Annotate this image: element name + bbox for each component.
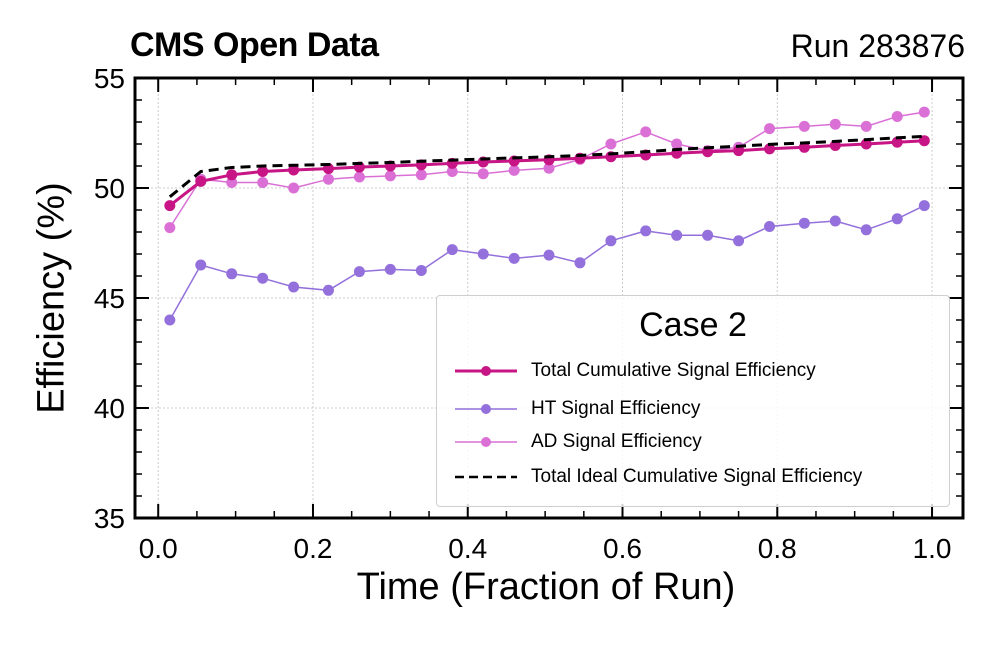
series-point-2 <box>164 222 176 234</box>
series-point-1 <box>574 257 586 269</box>
x-tick-label: 0.4 <box>448 533 487 564</box>
series-point-1 <box>671 229 683 241</box>
series-point-1 <box>605 235 617 247</box>
series-point-2 <box>671 138 683 150</box>
series-point-1 <box>446 244 458 256</box>
series-line-3 <box>168 134 925 198</box>
series-point-1 <box>477 248 489 260</box>
series-point-2 <box>508 164 520 176</box>
legend-title: Case 2 <box>639 306 747 344</box>
series-point-0 <box>764 143 776 155</box>
series-point-2 <box>226 177 238 188</box>
series-point-0 <box>798 141 810 153</box>
legend-swatch-total <box>455 366 517 376</box>
series-point-2 <box>353 171 365 183</box>
series-point-1 <box>764 221 776 232</box>
legend-label-ideal: Total Ideal Cumulative Signal Efficiency <box>531 466 863 487</box>
series-point-1 <box>860 224 872 236</box>
legend-label-ht: HT Signal Efficiency <box>531 398 701 419</box>
y-tick-label: 55 <box>94 63 125 94</box>
series-point-0 <box>891 136 903 148</box>
series-point-1 <box>322 284 334 296</box>
y-tick-label: 40 <box>94 393 125 424</box>
series-point-1 <box>257 272 269 284</box>
series-point-2 <box>415 169 427 181</box>
legend-swatch-ad <box>455 437 517 447</box>
series-point-2 <box>605 138 617 150</box>
x-tick-label: 0.8 <box>758 533 797 564</box>
series-point-1 <box>702 229 714 241</box>
series-point-1 <box>415 265 427 276</box>
y-tick-label: 50 <box>94 173 125 204</box>
series-point-1 <box>353 266 365 278</box>
series-point-0 <box>288 164 300 176</box>
legend: Case 2 Total Cumulative Signal Efficienc… <box>436 295 950 507</box>
series-point-1 <box>164 314 176 326</box>
x-tick-label: 0.6 <box>603 533 642 564</box>
legend-swatch-ht <box>455 404 517 414</box>
series-point-1 <box>195 259 207 271</box>
series-point-2 <box>918 106 930 118</box>
legend-entry-total: Total Cumulative Signal Efficiency <box>451 356 816 386</box>
series-point-1 <box>918 200 930 212</box>
x-axis-label: Time (Fraction of Run) <box>356 566 736 608</box>
series-point-2 <box>322 173 334 185</box>
run-label: Run 283876 <box>790 28 965 64</box>
legend-entry-ideal: Total Ideal Cumulative Signal Efficiency <box>451 462 862 492</box>
legend-entry-ad: AD Signal Efficiency <box>451 427 702 457</box>
series-point-0 <box>226 169 238 181</box>
series-point-0 <box>195 175 207 187</box>
series-point-2 <box>640 126 652 138</box>
series-point-1 <box>543 249 555 261</box>
series-point-2 <box>543 162 555 174</box>
series-point-2 <box>384 170 396 182</box>
series-point-0 <box>860 138 872 150</box>
series-point-1 <box>226 268 238 280</box>
series-point-0 <box>257 166 269 177</box>
series-point-1 <box>798 217 810 229</box>
legend-entry-ht: HT Signal Efficiency <box>451 394 700 424</box>
plot-frame <box>133 76 965 520</box>
x-tick-label: 0.0 <box>139 533 178 564</box>
series-point-1 <box>640 225 652 237</box>
series-point-1 <box>384 263 396 275</box>
series-point-1 <box>891 213 903 225</box>
series-point-1 <box>288 281 300 293</box>
series-point-1 <box>733 235 745 247</box>
series-point-2 <box>764 123 776 135</box>
series-point-2 <box>860 120 872 132</box>
series-point-2 <box>257 177 269 188</box>
experiment-label: CMS Open Data <box>130 26 379 64</box>
series-point-2 <box>829 118 841 130</box>
series-point-2 <box>477 168 489 180</box>
series-point-0 <box>164 200 176 212</box>
series-point-0 <box>733 145 745 157</box>
series-point-1 <box>508 252 520 264</box>
x-tick-label: 1.0 <box>913 533 952 564</box>
y-tick-label: 35 <box>94 503 125 534</box>
series-point-1 <box>829 215 841 227</box>
legend-label-ad: AD Signal Efficiency <box>531 431 702 452</box>
series-point-2 <box>288 182 300 194</box>
legend-swatch-ideal <box>455 475 517 479</box>
series-point-2 <box>446 166 458 177</box>
series-point-2 <box>798 120 810 132</box>
legend-label-total: Total Cumulative Signal Efficiency <box>531 360 816 381</box>
x-tick-label: 0.2 <box>294 533 333 564</box>
y-tick-label: 45 <box>94 283 125 314</box>
series-point-2 <box>891 111 903 122</box>
y-axis-label: Efficiency (%) <box>30 182 73 414</box>
